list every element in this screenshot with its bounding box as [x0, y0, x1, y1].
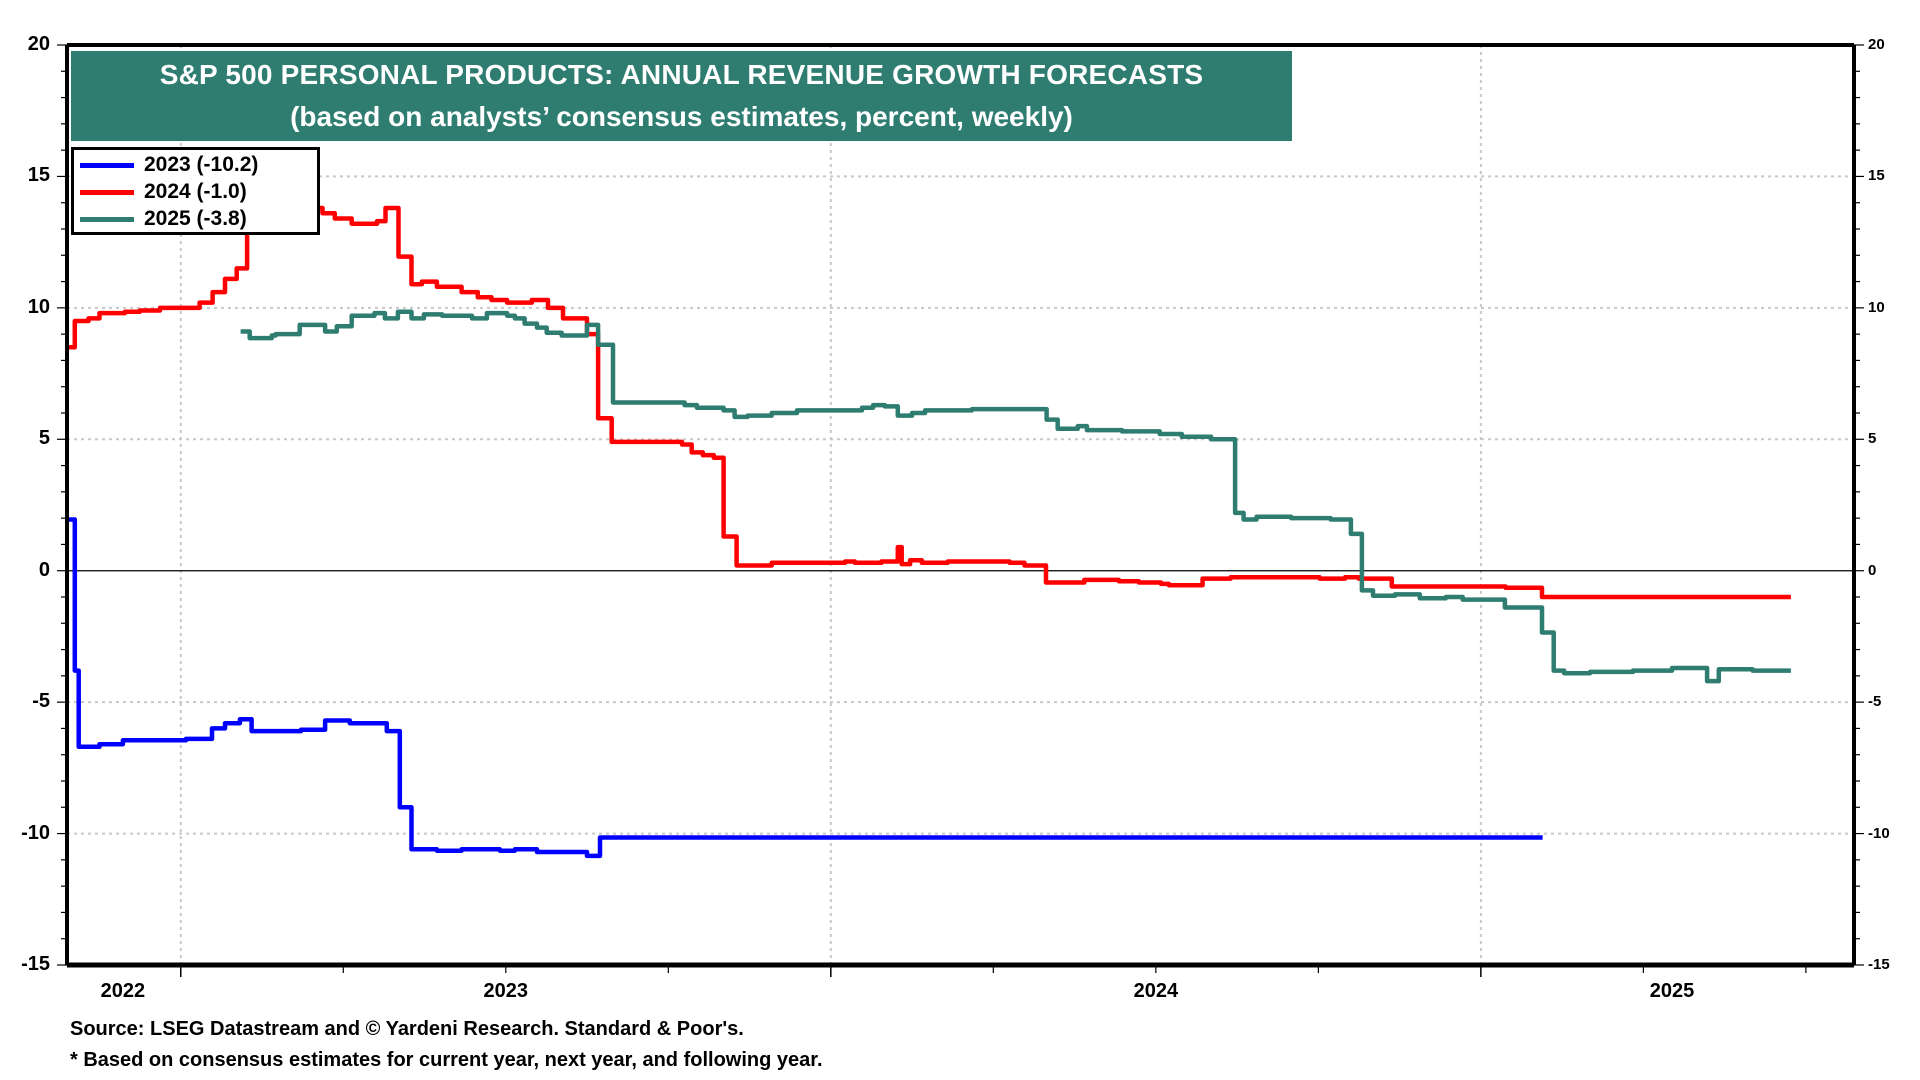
y-tick-label-right: 15 [1868, 167, 1885, 185]
x-tick-label: 2025 [1649, 980, 1695, 1002]
y-tick-label-right: 20 [1868, 36, 1885, 53]
y-tick-label-right: -5 [1868, 693, 1882, 711]
legend-label-2024: 2024 (-1.0) [144, 180, 247, 203]
legend-swatch-2023 [80, 162, 134, 168]
y-tick-label-right: 10 [1868, 298, 1885, 316]
y-tick-label-left: 0 [38, 558, 50, 581]
series-line-2025 [240, 309, 1791, 684]
series-line-2023 [67, 517, 1543, 859]
y-tick-label-left: 5 [38, 427, 50, 450]
y-tick-label-left: -5 [32, 690, 50, 713]
legend-swatch-2025 [80, 216, 134, 222]
y-tick-label-left: -15 [21, 953, 50, 975]
legend-swatch-2024 [80, 189, 134, 195]
chart-subtitle: (based on analysts’ consensus estimates,… [290, 101, 1073, 132]
y-tick-label-left: 15 [27, 164, 50, 187]
legend-label-2025: 2025 (-3.8) [144, 207, 247, 230]
footnote: * Based on consensus estimates for curre… [70, 1049, 823, 1071]
series-line-2024 [67, 195, 1791, 600]
legend: 2023 (-10.2) 2024 (-1.0) 2025 (-3.8) [71, 147, 320, 235]
x-tick-label: 2022 [100, 980, 146, 1002]
gridlines [67, 45, 1854, 965]
y-tick-label-right: 0 [1868, 561, 1877, 579]
y-tick-label-left: 10 [27, 295, 50, 318]
x-tick-label: 2023 [483, 980, 529, 1002]
legend-item-2024: 2024 (-1.0) [80, 179, 247, 205]
y-tick-label-left: -10 [21, 821, 50, 844]
chart-title-box: S&P 500 PERSONAL PRODUCTS: ANNUAL REVENU… [71, 51, 1292, 141]
legend-item-2025: 2025 (-3.8) [80, 206, 247, 232]
y-tick-label-right: -10 [1868, 824, 1890, 842]
source-note: Source: LSEG Datastream and © Yardeni Re… [70, 1018, 744, 1040]
legend-label-2023: 2023 (-10.2) [144, 153, 259, 176]
x-tick-label: 2024 [1133, 980, 1179, 1002]
y-tick-label-right: 5 [1868, 430, 1877, 448]
chart-title: S&P 500 PERSONAL PRODUCTS: ANNUAL REVENU… [159, 59, 1204, 90]
y-tick-label-right: -15 [1868, 956, 1890, 973]
axes [57, 43, 1864, 977]
series-lines [67, 195, 1791, 859]
y-tick-label-left: 20 [27, 33, 50, 55]
legend-item-2023: 2023 (-10.2) [80, 152, 258, 178]
